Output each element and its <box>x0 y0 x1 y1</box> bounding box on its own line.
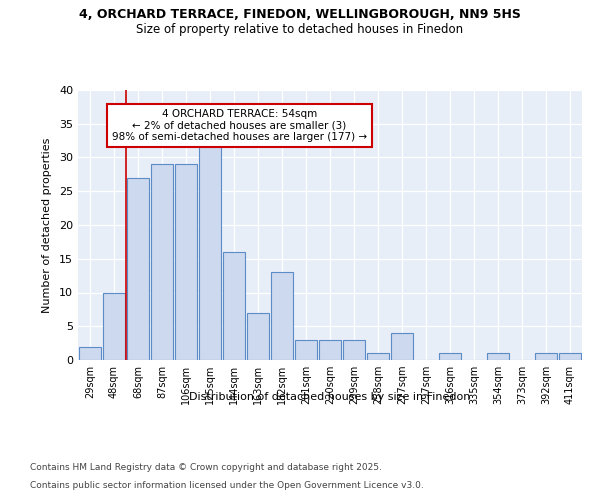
Bar <box>367 353 389 360</box>
Text: Size of property relative to detached houses in Finedon: Size of property relative to detached ho… <box>136 22 464 36</box>
Bar <box>343 340 365 360</box>
Bar <box>151 164 173 360</box>
Bar <box>535 353 557 360</box>
Bar <box>223 252 245 360</box>
Bar <box>175 164 197 360</box>
Bar <box>295 340 317 360</box>
Bar <box>247 313 269 360</box>
Bar <box>487 353 509 360</box>
Bar <box>391 333 413 360</box>
Text: Contains public sector information licensed under the Open Government Licence v3: Contains public sector information licen… <box>30 481 424 490</box>
Bar <box>271 272 293 360</box>
Bar <box>127 178 149 360</box>
Text: Contains HM Land Registry data © Crown copyright and database right 2025.: Contains HM Land Registry data © Crown c… <box>30 464 382 472</box>
Bar <box>199 144 221 360</box>
Bar <box>319 340 341 360</box>
Y-axis label: Number of detached properties: Number of detached properties <box>42 138 52 312</box>
Bar <box>439 353 461 360</box>
Text: 4, ORCHARD TERRACE, FINEDON, WELLINGBOROUGH, NN9 5HS: 4, ORCHARD TERRACE, FINEDON, WELLINGBORO… <box>79 8 521 20</box>
Bar <box>559 353 581 360</box>
Text: 4 ORCHARD TERRACE: 54sqm
← 2% of detached houses are smaller (3)
98% of semi-det: 4 ORCHARD TERRACE: 54sqm ← 2% of detache… <box>112 109 367 142</box>
Bar <box>79 346 101 360</box>
Bar <box>103 292 125 360</box>
Text: Distribution of detached houses by size in Finedon: Distribution of detached houses by size … <box>190 392 470 402</box>
